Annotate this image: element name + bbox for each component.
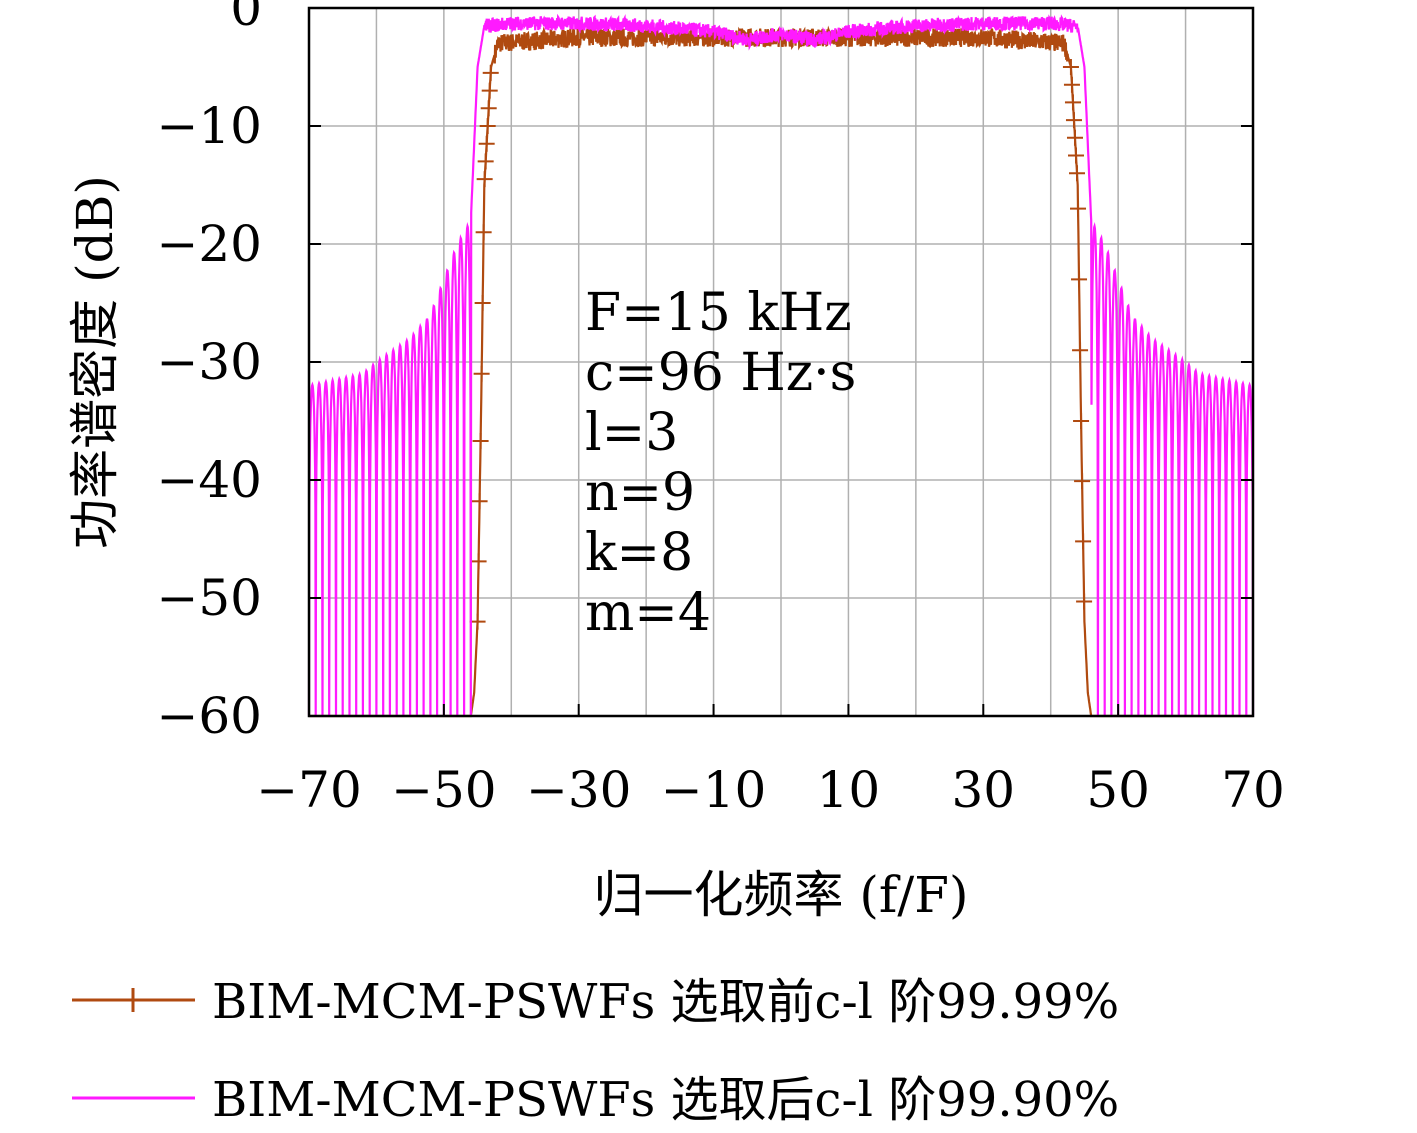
data-point	[1076, 593, 1093, 610]
annotation-c: c=96 Hz·s	[585, 343, 856, 403]
data-point	[1066, 129, 1083, 146]
data-point	[476, 171, 493, 188]
annotation-l: l=3	[585, 403, 678, 463]
y-tick-label: −30	[156, 333, 262, 391]
y-tick-label: −20	[156, 215, 262, 273]
x-tick-label: 70	[1221, 761, 1285, 819]
data-point	[1070, 200, 1087, 217]
annotation-n: n=9	[585, 463, 695, 523]
x-tick-label: −10	[661, 761, 767, 819]
annotation-k: k=8	[585, 523, 693, 583]
y-tick-label: −10	[156, 97, 262, 155]
data-point	[469, 613, 486, 630]
legend: BIM-MCM-PSWFs 选取前c-l 阶99.99% BIM-MCM-PSW…	[72, 974, 1119, 1128]
data-point	[1063, 76, 1080, 93]
data-point	[477, 153, 494, 170]
data-point	[470, 553, 487, 570]
data-point	[1064, 94, 1081, 111]
y-tick-label: −40	[156, 451, 262, 509]
data-point	[473, 365, 490, 382]
y-axis-label: 功率谱密度 (dB)	[66, 175, 124, 549]
data-point	[1074, 473, 1091, 490]
series-line	[307, 13, 1255, 716]
x-tick-label: −30	[526, 761, 632, 819]
x-tick-label: 30	[951, 761, 1015, 819]
y-tick-label: −60	[156, 687, 262, 745]
data-point	[474, 295, 491, 311]
annotation-f: F=15 kHz	[585, 283, 852, 343]
data-point	[478, 135, 495, 152]
data-point	[1068, 147, 1084, 164]
annotation-m: m=4	[585, 583, 711, 643]
x-tick-label: 10	[817, 761, 881, 819]
annotations: F=15 kHz c=96 Hz·s l=3 n=9 k=8 m=4	[585, 283, 856, 643]
data-point	[1065, 112, 1082, 129]
y-tick-label: −50	[156, 569, 262, 627]
data-point	[472, 433, 489, 450]
legend-label-1: BIM-MCM-PSWFs 选取前c-l 阶99.99%	[212, 974, 1119, 1030]
series-2	[307, 13, 1255, 716]
data-point	[482, 64, 499, 81]
y-tick-label: 0	[230, 0, 262, 37]
data-point	[1075, 533, 1092, 550]
ticks: 0 −10 −20 −30 −40 −50 −60 −70 −50 −30 −10 10 30 50 70	[156, 0, 1284, 819]
data-point	[1072, 342, 1089, 359]
data-point	[479, 118, 496, 134]
x-axis-label: 归一化频率 (f/F)	[594, 866, 969, 924]
data-point	[1069, 165, 1086, 182]
data-point	[481, 82, 498, 99]
x-tick-label: −70	[256, 761, 362, 819]
legend-label-2: BIM-MCM-PSWFs 选取后c-l 阶99.90%	[212, 1072, 1119, 1128]
data-point	[1073, 413, 1090, 429]
x-tick-label: 50	[1086, 761, 1150, 819]
data-point	[471, 493, 488, 510]
data-point	[1071, 271, 1088, 288]
data-point	[480, 100, 497, 117]
data-point	[1062, 59, 1079, 75]
data-point	[475, 224, 492, 241]
x-tick-label: −50	[391, 761, 497, 819]
